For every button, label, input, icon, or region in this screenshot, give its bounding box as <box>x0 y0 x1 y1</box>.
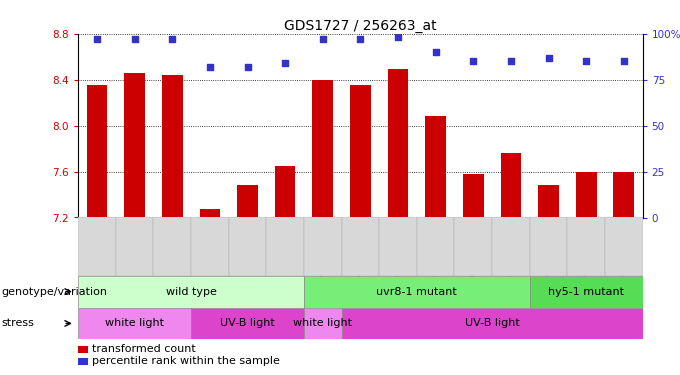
Bar <box>275 166 296 218</box>
Bar <box>417 217 454 276</box>
Bar <box>304 276 530 308</box>
Bar <box>191 217 228 276</box>
Point <box>392 34 403 40</box>
Bar <box>267 217 304 276</box>
Bar <box>191 308 304 339</box>
Text: uvr8-1 mutant: uvr8-1 mutant <box>377 286 457 297</box>
Bar <box>304 217 341 276</box>
Bar <box>463 174 483 217</box>
Bar <box>154 217 191 276</box>
Bar <box>613 171 634 217</box>
Bar <box>124 73 145 217</box>
Bar <box>78 357 88 365</box>
Bar <box>576 171 596 217</box>
Bar <box>78 346 88 353</box>
Bar <box>425 116 446 218</box>
Text: genotype/variation: genotype/variation <box>1 286 107 297</box>
Point <box>242 64 253 70</box>
Bar <box>454 217 492 276</box>
Bar <box>605 217 643 276</box>
Title: GDS1727 / 256263_at: GDS1727 / 256263_at <box>284 19 437 33</box>
Bar <box>350 86 371 218</box>
Text: stress: stress <box>1 318 34 328</box>
Point <box>581 58 592 64</box>
Point <box>355 36 366 42</box>
Text: white light: white light <box>105 318 164 328</box>
Point <box>129 36 140 42</box>
Point <box>618 58 629 64</box>
Bar <box>492 217 530 276</box>
Text: wild type: wild type <box>166 286 216 297</box>
Bar <box>379 217 417 276</box>
Bar <box>228 217 267 276</box>
Point <box>543 55 554 61</box>
Text: UV-B light: UV-B light <box>464 318 520 328</box>
Bar <box>78 276 304 308</box>
Point <box>318 36 328 42</box>
Bar <box>237 185 258 218</box>
Bar <box>567 217 605 276</box>
Bar <box>116 217 154 276</box>
Point <box>92 36 103 42</box>
Bar <box>500 153 522 218</box>
Text: hy5-1 mutant: hy5-1 mutant <box>548 286 624 297</box>
Bar <box>530 217 567 276</box>
Bar <box>341 217 379 276</box>
Bar <box>162 75 183 217</box>
Point <box>430 49 441 55</box>
Point <box>205 64 216 70</box>
Text: percentile rank within the sample: percentile rank within the sample <box>92 356 280 366</box>
Point <box>505 58 516 64</box>
Bar <box>538 185 559 218</box>
Point <box>468 58 479 64</box>
Bar <box>199 210 220 218</box>
Bar <box>341 308 643 339</box>
Bar <box>86 86 107 218</box>
Point <box>279 60 290 66</box>
Bar <box>304 308 341 339</box>
Bar <box>388 69 409 218</box>
Text: UV-B light: UV-B light <box>220 318 275 328</box>
Bar <box>78 217 116 276</box>
Bar <box>312 80 333 218</box>
Point <box>167 36 177 42</box>
Bar <box>78 308 191 339</box>
Bar <box>530 276 643 308</box>
Text: transformed count: transformed count <box>92 344 196 354</box>
Text: white light: white light <box>293 318 352 328</box>
